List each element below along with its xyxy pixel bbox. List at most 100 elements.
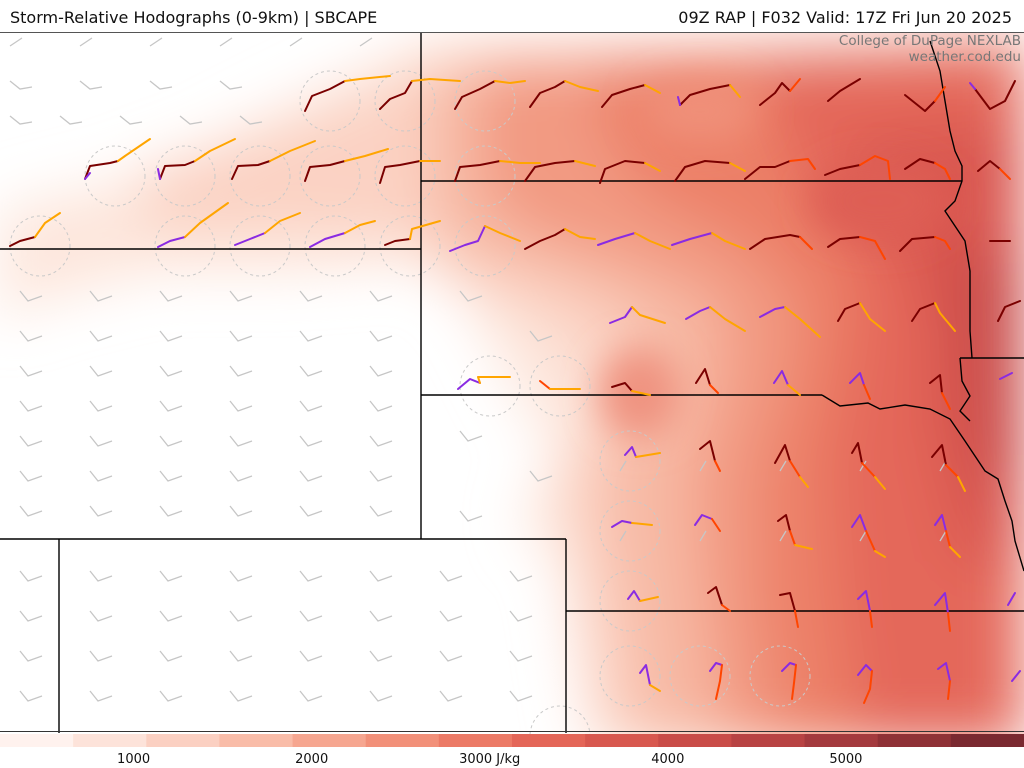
hodograph	[699, 440, 721, 472]
colorbar-tick-label: 2000	[295, 752, 329, 767]
colorbar-swatch	[292, 734, 367, 747]
hodograph	[454, 80, 526, 110]
hodograph	[929, 374, 951, 410]
hodograph	[524, 228, 596, 250]
hodograph	[627, 590, 659, 602]
hodograph	[779, 592, 799, 628]
hodograph	[694, 514, 721, 532]
hodograph	[759, 78, 801, 106]
hodograph	[379, 78, 461, 110]
wind-barbs	[9, 37, 947, 702]
hodograph	[157, 202, 229, 248]
map-area[interactable]: College of DuPage NEXLAB weather.cod.edu	[0, 32, 1024, 746]
hodograph	[899, 236, 951, 252]
hodograph	[774, 444, 809, 488]
hodograph	[851, 442, 886, 490]
hodograph	[304, 75, 391, 112]
colorbar-swatch	[804, 734, 879, 747]
hodograph	[1011, 670, 1021, 682]
hodograph	[524, 160, 596, 182]
hodograph	[685, 306, 746, 332]
hodograph	[999, 372, 1013, 380]
hodograph	[904, 86, 946, 112]
colorbar-tick-label: 4000	[651, 752, 685, 767]
hodograph	[931, 444, 966, 492]
colorbar-swatch	[146, 734, 220, 747]
hodograph	[454, 160, 541, 182]
hodograph	[969, 80, 1016, 110]
hodograph	[597, 232, 671, 250]
hodograph	[84, 138, 151, 180]
hodograph	[529, 80, 599, 108]
colorbar-swatch	[512, 734, 586, 747]
hodograph	[934, 592, 951, 632]
hodograph	[777, 514, 813, 550]
hodograph	[601, 84, 661, 108]
hodograph-rings	[9, 70, 811, 745]
hodograph	[837, 302, 886, 332]
map-title: Storm-Relative Hodographs (0-9km) | SBCA…	[10, 8, 378, 27]
hodograph	[234, 212, 301, 246]
credit-line-2: weather.cod.edu	[908, 49, 1021, 65]
hodograph	[624, 446, 661, 458]
colorbar-swatch	[438, 734, 513, 747]
colorbar-swatch	[0, 734, 74, 747]
hodograph	[609, 306, 666, 324]
hodograph	[231, 140, 316, 180]
hodograph	[759, 306, 821, 338]
map-canvas	[0, 33, 1024, 745]
hodograph	[997, 300, 1021, 322]
hodograph	[384, 220, 441, 246]
credit-line-1: College of DuPage NEXLAB	[838, 33, 1021, 49]
hodograph	[749, 234, 813, 250]
colorbar-swatch	[73, 734, 147, 747]
hodograph	[851, 514, 886, 558]
colorbar-swatch	[365, 734, 440, 747]
hodograph	[611, 382, 651, 396]
hodograph	[309, 220, 376, 248]
hodograph	[599, 160, 661, 184]
hodograph	[449, 225, 521, 252]
hodograph	[695, 368, 719, 394]
hodograph	[744, 158, 816, 180]
hodograph	[827, 236, 886, 260]
colorbar-tick-label: 1000	[117, 752, 151, 767]
hodograph	[304, 148, 389, 182]
hodograph	[457, 376, 511, 390]
hodograph	[849, 372, 871, 400]
hodograph	[911, 302, 956, 332]
hodograph	[611, 520, 653, 528]
hodograph	[677, 84, 741, 106]
header-bar: Storm-Relative Hodographs (0-9km) | SBCA…	[0, 0, 1024, 32]
cape-colorbar	[0, 731, 1024, 747]
hodograph	[1007, 592, 1016, 606]
colorbar-swatch	[585, 734, 659, 747]
hodograph	[709, 662, 723, 700]
hodograph	[539, 380, 581, 390]
hodograph	[379, 160, 441, 184]
colorbar-swatch	[219, 734, 294, 747]
hodograph	[639, 664, 661, 692]
colorbar-swatches	[0, 734, 1024, 747]
colorbar-swatch	[950, 734, 1024, 747]
hodograph	[671, 232, 746, 250]
hodographs	[9, 75, 1021, 704]
hodograph	[857, 664, 873, 704]
hodograph	[9, 212, 61, 247]
hodograph	[824, 155, 891, 180]
model-run-label: 09Z RAP | F032 Valid: 17Z Fri Jun 20 202…	[678, 8, 1012, 27]
colorbar-tick-label: 3000 J/kg	[459, 752, 521, 767]
hodograph	[781, 662, 797, 700]
colorbar-swatch	[731, 734, 806, 747]
hodograph	[674, 160, 746, 182]
hodograph	[934, 514, 961, 558]
hodograph	[857, 590, 873, 628]
colorbar-swatch	[877, 734, 952, 747]
hodograph	[904, 158, 951, 180]
hodograph	[977, 160, 1011, 180]
hodograph	[157, 138, 236, 180]
hodograph	[827, 78, 861, 102]
hodograph	[707, 586, 731, 612]
cape-fill	[0, 37, 1024, 745]
colorbar-swatch	[658, 734, 732, 747]
